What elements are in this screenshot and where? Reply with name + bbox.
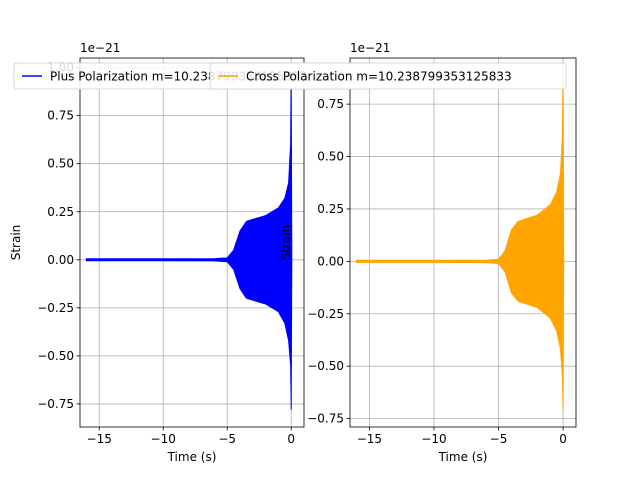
legend-2: Cross Polarization m=10.238799353125833 [209,62,567,90]
y-axis-label: Strain [9,225,23,261]
y-tick-label: −0.50 [37,349,74,363]
y-axis-label: Strain [279,225,293,261]
y-tick-label: −0.25 [307,307,344,321]
series-1 [356,62,565,411]
y-tick-label: 0.00 [47,253,74,267]
x-tick-label: −10 [421,432,446,446]
y-tick-label: 0.25 [317,202,344,216]
y-tick-label: 0.75 [47,109,74,123]
y-tick-label: 0.25 [47,205,74,219]
chart-panel-2: −15 −10 −5 0 −0.75 −0.50 −0.25 0.00 0.25 0.50 0.75… [279,41,577,464]
y-tick-label: −0.25 [37,301,74,315]
x-tick-label: −15 [357,432,382,446]
y-tick-label: 0.00 [317,254,344,268]
axis-offset-text: 1e−21 [80,41,120,55]
x-tick-label: 0 [287,432,295,446]
y-tick-label: 0.50 [47,157,74,171]
series-1 [85,67,293,410]
x-tick-label: 0 [559,432,567,446]
chart-panel-1: −15 −10 −5 0 −0.75 −0.50 −0.25 0.00 0.25 0.50 0.75… [9,41,305,464]
y-tick-label: −0.75 [307,412,344,426]
x-tick-label: −10 [151,432,176,446]
chart-panels: −15 −10 −5 0 −0.75 −0.50 −0.25 0.00 0.25 0.50 0.75… [9,41,577,464]
axes-frame [349,57,577,428]
series-envelope [85,67,293,410]
legend-label: Cross Polarization m=10.238799353125833 [246,70,512,84]
y-tick-label: 0.50 [317,150,344,164]
x-tick-label: −5 [218,432,236,446]
y-tick-label: 0.75 [317,97,344,111]
x-tick-label: −15 [87,432,112,446]
axes-frame [79,57,305,428]
y-tick-label: −0.50 [307,359,344,373]
x-tick-label: −5 [490,432,508,446]
x-axis-label: Time (s) [438,450,488,464]
y-tick-label: −0.75 [37,397,74,411]
x-axis-label: Time (s) [167,450,217,464]
series-envelope [356,62,565,411]
axis-offset-text: 1e−21 [350,41,390,55]
legend-box [209,62,567,90]
